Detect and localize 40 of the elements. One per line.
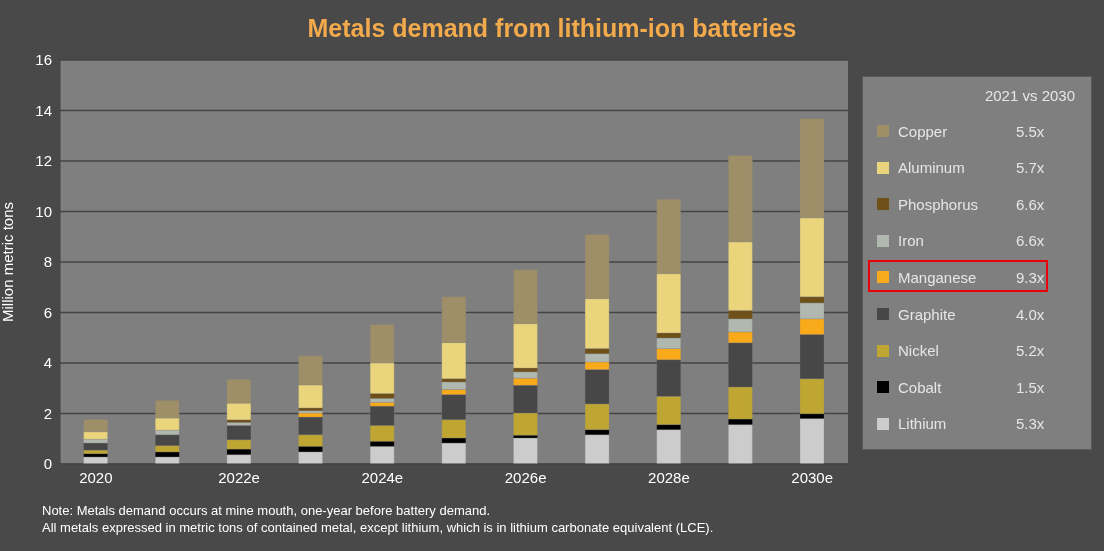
- y-tick-label: 8: [43, 253, 52, 271]
- legend-label: Copper: [898, 122, 949, 140]
- y-tick-label: 2: [43, 404, 52, 422]
- bar: [83, 442, 108, 451]
- y-tick-label: 14: [35, 101, 52, 119]
- text: 6.6x: [1016, 195, 1045, 213]
- text: 9.3x: [1016, 268, 1045, 286]
- legend-label: Manganese: [898, 268, 978, 286]
- legend-label: Aluminum: [898, 159, 966, 177]
- chart-title: Metals demand from lithium-ion batteries: [306, 14, 798, 43]
- text: 5.3x: [1016, 415, 1045, 433]
- legend-label: Lithium: [898, 415, 948, 433]
- y-tick-label: 0: [43, 455, 52, 473]
- y-tick-label: 16: [35, 51, 52, 69]
- legend-label: Cobalt: [898, 378, 943, 396]
- legend-label: Graphite: [898, 305, 957, 323]
- x-tick-label: 2028e: [648, 468, 690, 486]
- y-tick-label: 10: [35, 202, 52, 220]
- legend-label: Iron: [898, 232, 925, 250]
- legend-label: Phosphorus: [898, 195, 980, 213]
- text: 5.2x: [1016, 342, 1045, 360]
- text: Note: Metals demand occurs at mine mouth, one-year before battery demand.: [42, 502, 491, 519]
- bar: [369, 398, 395, 403]
- y-tick-label: 4: [43, 354, 52, 372]
- y-axis-title: Million metric tons: [0, 201, 17, 323]
- x-tick-label: 2022e: [218, 468, 260, 486]
- text: 5.7x: [1016, 159, 1045, 177]
- x-tick-label: 2026e: [504, 468, 547, 486]
- text: 6.6x: [1016, 232, 1045, 250]
- legend-title: 2021 vs 2030: [984, 87, 1075, 104]
- text: 1.5x: [1016, 378, 1045, 396]
- text: 4.0x: [1016, 305, 1045, 323]
- x-tick-label: 2020: [79, 468, 113, 486]
- y-tick-label: 12: [35, 152, 52, 170]
- x-tick-label: 2024e: [361, 468, 404, 486]
- y-tick-label: 6: [43, 303, 52, 321]
- text: 5.5x: [1016, 122, 1045, 140]
- legend-label: Nickel: [898, 342, 940, 360]
- text: All metals expressed in metric tons of contained metal, except lithium, which is in lithium carbonate equivalent (LCE).: [42, 519, 714, 536]
- x-tick-label: 2030e: [791, 468, 834, 486]
